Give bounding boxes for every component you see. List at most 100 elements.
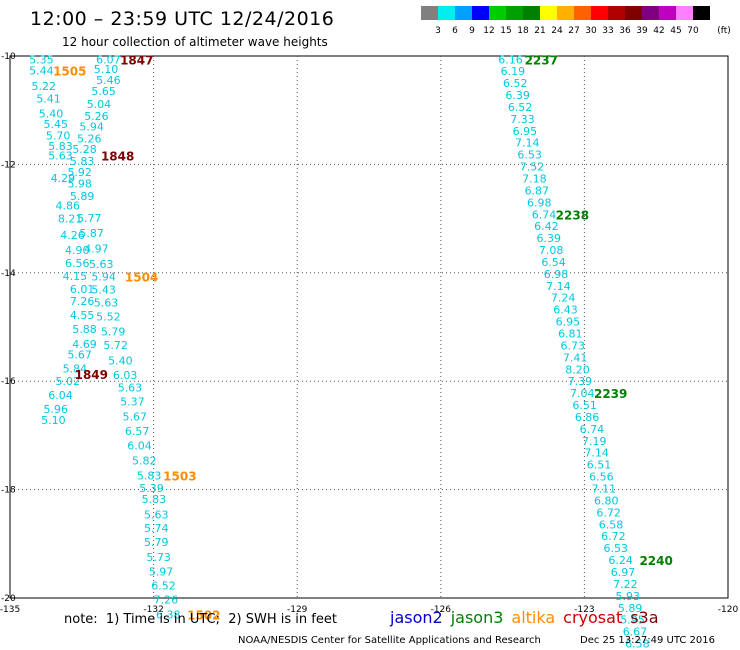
swh-value-label: 7.08 — [539, 244, 564, 257]
swh-value-label: 6.38 — [156, 608, 181, 621]
swh-value-label: 6.52 — [508, 101, 533, 114]
swh-value-label: 5.63 — [94, 297, 119, 310]
satellite-legend: jason2 jason3 altika cryosat s3a — [390, 608, 667, 627]
swh-value-label: 5.41 — [36, 92, 61, 105]
swh-value-label: 8.21 — [58, 213, 83, 226]
colorbar-swatch — [574, 6, 591, 20]
swh-value-label: 5.43 — [91, 284, 116, 297]
colorbar-label: 33 — [602, 26, 614, 36]
latitude-tick-label: -14 — [1, 269, 16, 279]
swh-value-label: 6.81 — [558, 328, 583, 341]
colorbar-label: 27 — [568, 26, 580, 36]
colorbar-label: 42 — [653, 26, 665, 36]
swh-value-label: 6.72 — [601, 530, 626, 543]
swh-value-label: 6.52 — [503, 77, 528, 90]
swh-value-label: 5.63 — [48, 150, 73, 163]
longitude-tick-label: -123 — [574, 605, 594, 615]
swh-value-label: 6.04 — [48, 389, 73, 402]
legend-item-jason3: jason3 — [450, 608, 504, 627]
credit-line: NOAA/NESDIS Center for Satellite Applica… — [238, 635, 541, 646]
colorbar-label: 45 — [670, 26, 682, 36]
pass-time-label: 2237 — [525, 53, 558, 67]
swh-value-label: 6.04 — [127, 440, 152, 453]
swh-value-label: 5.45 — [44, 118, 69, 131]
swh-value-label: 6.39 — [537, 232, 562, 245]
swh-value-label: 6.87 — [525, 184, 550, 197]
swh-value-label: 7.18 — [522, 172, 547, 185]
swh-value-label: 5.26 — [77, 132, 102, 145]
swh-value-label: 7.11 — [592, 483, 617, 496]
swh-value-label: 8.20 — [565, 363, 590, 376]
colorbar-label: 15 — [500, 26, 512, 36]
colorbar-swatch — [438, 6, 455, 20]
swh-value-label: 6.58 — [599, 518, 624, 531]
pass-time-label: 1502 — [187, 608, 220, 622]
swh-value-label: 5.39 — [139, 482, 164, 495]
colorbar-unit: (ft) — [717, 26, 731, 36]
swh-value-label: 4.29 — [51, 172, 76, 185]
legend-item-cryosat: cryosat — [563, 608, 623, 627]
swh-value-label: 5.67 — [122, 410, 147, 423]
pass-time-label: 2239 — [594, 387, 627, 401]
colorbar-label: 18 — [517, 26, 529, 36]
colorbar-label: 39 — [636, 26, 648, 36]
swh-value-label: 5.94 — [91, 271, 116, 284]
swh-value-label: 7.19 — [582, 435, 607, 448]
swh-value-label: 5.04 — [87, 98, 112, 111]
swh-value-label: 6.07 — [96, 53, 121, 66]
swh-value-label: 6.98 — [527, 196, 552, 209]
swh-value-label: 7.52 — [520, 161, 545, 174]
swh-value-label: 5.63 — [118, 382, 143, 395]
swh-value-label: 5.83 — [48, 140, 73, 153]
swh-value-label: 5.67 — [67, 349, 92, 362]
pass-time-label: 1849 — [75, 368, 108, 382]
swh-value-label: 7.14 — [515, 137, 540, 150]
swh-value-label: 6.73 — [560, 339, 585, 352]
swh-value-label: 6.67 — [623, 626, 648, 639]
colorbar-label: 30 — [585, 26, 597, 36]
swh-value-label: 5.10 — [94, 63, 119, 76]
swh-value-label: 4.86 — [55, 200, 79, 213]
swh-value-label: 4.97 — [84, 242, 109, 255]
swh-value-label: 5.97 — [149, 565, 174, 578]
colorbar-label: 36 — [619, 26, 631, 36]
swh-value-label: 5.82 — [132, 454, 157, 467]
pass-time-label: 1847 — [120, 53, 153, 67]
colorbar-label: 3 — [435, 26, 441, 36]
swh-value-label: 5.92 — [67, 166, 92, 179]
colorbar-swatch — [472, 6, 489, 20]
longitude-tick-label: -129 — [287, 605, 308, 615]
swh-value-label: 6.97 — [611, 566, 636, 579]
colorbar-swatch — [489, 6, 506, 20]
latitude-tick-label: -16 — [1, 377, 16, 387]
swh-value-label: 5.73 — [146, 551, 171, 564]
swh-value-label: 6.72 — [596, 506, 621, 519]
swh-value-label: 5.83 — [137, 470, 162, 483]
swh-value-label: 4.26 — [60, 229, 84, 242]
swh-value-label: 6.95 — [556, 316, 581, 329]
swh-value-label: 5.88 — [72, 323, 97, 336]
latitude-tick-label: -20 — [1, 594, 16, 604]
swh-value-label: 5.70 — [46, 130, 71, 143]
swh-value-label: 5.40 — [39, 107, 64, 120]
swh-value-label: 5.98 — [67, 177, 92, 190]
map-frame — [9, 55, 729, 599]
map-title: 12:00 – 23:59 UTC 12/24/2016 — [30, 8, 335, 30]
swh-value-label: 5.44 — [29, 65, 54, 78]
swh-value-label: 6.53 — [604, 542, 629, 555]
swh-value-label: 5.37 — [120, 395, 144, 408]
swh-value-label: 5.74 — [144, 522, 169, 535]
swh-value-label: 7.26 — [154, 594, 179, 607]
colorbar-swatch — [506, 6, 523, 20]
swh-value-label: 6.74 — [532, 208, 557, 221]
swh-value-label: 6.56 — [589, 471, 614, 484]
swh-value-label: 6.86 — [575, 411, 600, 424]
swh-value-label: 6.43 — [553, 304, 578, 317]
swh-value-label: 5.79 — [101, 325, 126, 338]
swh-value-label: 7.33 — [510, 113, 535, 126]
swh-value-label: 5.46 — [96, 74, 121, 87]
swh-value-label: 5.52 — [96, 311, 121, 324]
swh-value-label: 6.56 — [65, 257, 90, 270]
swh-value-label: 7.14 — [584, 447, 609, 460]
swh-value-label: 6.57 — [125, 425, 150, 438]
